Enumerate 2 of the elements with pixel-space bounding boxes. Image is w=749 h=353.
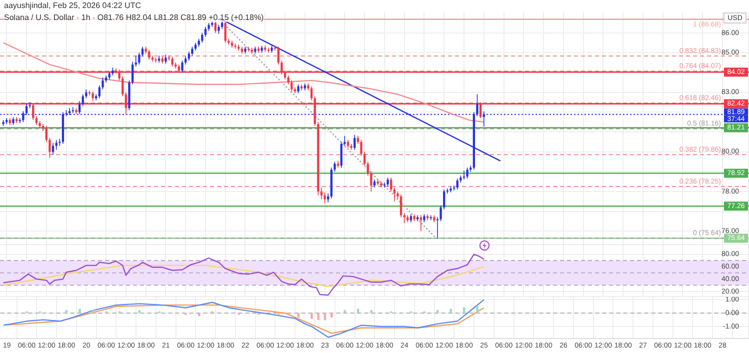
chart-subtitle: Solana / U.S. Dollar · 1h · O81.76 H82.04 L81.28 C81.89 +0.15 (+0.18%) — [4, 13, 264, 22]
chart-title: aayushjindal, Feb 25, 2026 04:22 UTC — [3, 0, 142, 12]
